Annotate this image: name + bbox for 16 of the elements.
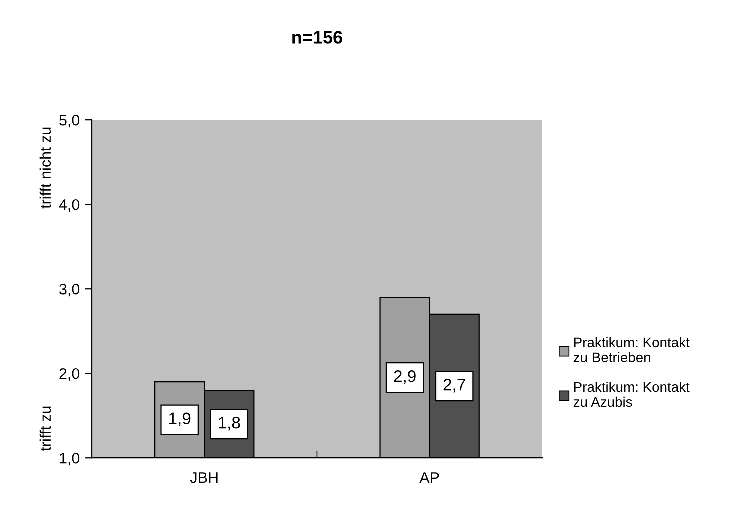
- text: trifft nicht zu: [40, 128, 52, 209]
- y-tick-label: 2,0: [60, 368, 80, 382]
- x-tick-label: AP: [420, 472, 440, 484]
- y-tick-label: 4,0: [59, 199, 80, 212]
- x-tick-label: JBH: [190, 472, 218, 484]
- y-tick-label: 1,0: [60, 452, 80, 466]
- data-label: 2,7: [444, 378, 466, 393]
- data-label: 1,8: [219, 416, 240, 431]
- text: trifft zu: [40, 406, 52, 452]
- legend-label: Praktikum: Kontakt zu Betrieben: [574, 337, 690, 363]
- y-tick-label: 3,0: [60, 284, 80, 297]
- legend-label: Praktikum: Kontakt zu Azubis: [574, 382, 690, 408]
- data-label: 1,9: [170, 412, 191, 427]
- chart-title: n=156: [292, 31, 342, 44]
- data-label: 2,9: [394, 370, 416, 384]
- y-tick-label: 5,0: [60, 114, 80, 128]
